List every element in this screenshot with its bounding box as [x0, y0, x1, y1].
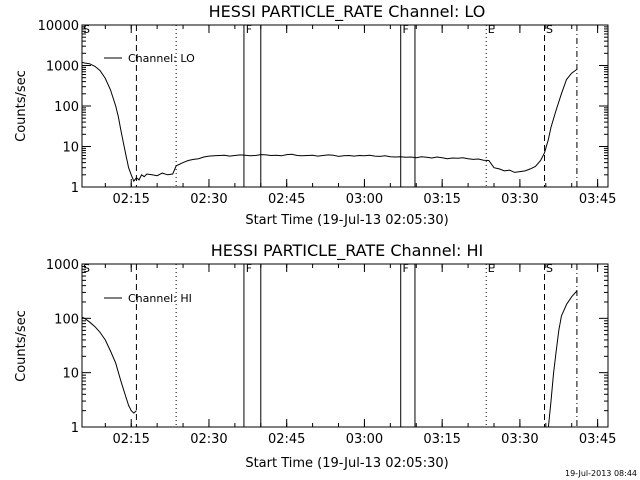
x-tick-label: 03:15 — [423, 192, 460, 207]
event-marker-label: S — [546, 262, 553, 275]
panel-lo: HESSI PARTICLE_RATE Channel: LO Start Ti… — [14, 2, 616, 228]
event-marker-label: F — [246, 262, 252, 275]
y-tick-label: 1000 — [46, 60, 79, 75]
series-line-1 — [81, 316, 137, 414]
panel-lo-frame — [81, 24, 609, 188]
event-marker-label: E — [488, 262, 495, 275]
y-tick-label: 1000 — [46, 258, 79, 273]
event-marker-label: S — [83, 23, 90, 36]
series-line-2 — [547, 290, 578, 428]
x-tick-label: 03:45 — [579, 192, 616, 207]
x-tick-label: 02:30 — [190, 192, 227, 207]
panel-lo-ylabel: Counts/sec — [14, 70, 29, 142]
x-tick-label: 03:30 — [501, 192, 538, 207]
panel-lo-title: HESSI PARTICLE_RATE Channel: LO — [209, 2, 486, 22]
series-line-1 — [81, 61, 578, 183]
panel-hi-title: HESSI PARTICLE_RATE Channel: HI — [211, 241, 484, 261]
panel-lo-xlabel: Start Time (19-Jul-13 02:05:30) — [245, 213, 448, 228]
event-marker-label: S — [546, 23, 553, 36]
panel-hi-ylabel: Counts/sec — [14, 310, 29, 382]
x-tick-label: 02:45 — [268, 432, 305, 447]
event-marker-label: S — [83, 262, 90, 275]
y-tick-label: 10000 — [38, 19, 79, 34]
event-marker-label: F — [246, 23, 252, 36]
panel-hi-legend-label: Channel: HI — [128, 292, 192, 305]
panel-hi-ticks: 02:15 02:30 02:45 03:00 03:15 03:30 03:45 1 10 10… — [46, 258, 616, 447]
panel-hi-legend: Channel: HI — [104, 292, 192, 305]
x-tick-label: 03:00 — [346, 432, 383, 447]
y-tick-label: 1 — [71, 181, 79, 196]
x-tick-label: 02:15 — [112, 192, 149, 207]
panel-hi-xlabel: Start Time (19-Jul-13 02:05:30) — [245, 456, 448, 471]
y-tick-label: 1 — [71, 421, 79, 436]
y-tick-label: 10 — [62, 141, 79, 156]
x-tick-label: 03:15 — [423, 432, 460, 447]
x-tick-label: 03:00 — [346, 192, 383, 207]
panel-lo-legend: Channel: LO — [104, 52, 195, 65]
panel-lo-series — [81, 61, 578, 183]
panel-hi-series — [81, 290, 578, 428]
x-tick-label: 02:45 — [268, 192, 305, 207]
event-marker-label: F — [403, 262, 409, 275]
x-tick-label: 02:30 — [190, 432, 227, 447]
x-tick-label: 02:15 — [112, 432, 149, 447]
y-tick-label: 100 — [54, 100, 79, 115]
panel-lo-legend-label: Channel: LO — [128, 52, 195, 65]
x-tick-label: 03:30 — [501, 432, 538, 447]
panel-lo-ticks: 02:15 02:30 02:45 03:00 03:15 03:30 03:45 1 10 10… — [38, 19, 617, 207]
event-marker-label: E — [488, 23, 495, 36]
event-marker-label: F — [403, 23, 409, 36]
panel-hi-frame — [81, 263, 609, 428]
x-tick-label: 03:45 — [579, 432, 616, 447]
y-tick-label: 100 — [54, 312, 79, 327]
y-tick-label: 10 — [62, 367, 79, 382]
timestamp-stamp: 19-Jul-2013 08:44 — [565, 469, 637, 478]
panel-hi: HESSI PARTICLE_RATE Channel: HI Start Ti… — [14, 241, 616, 471]
